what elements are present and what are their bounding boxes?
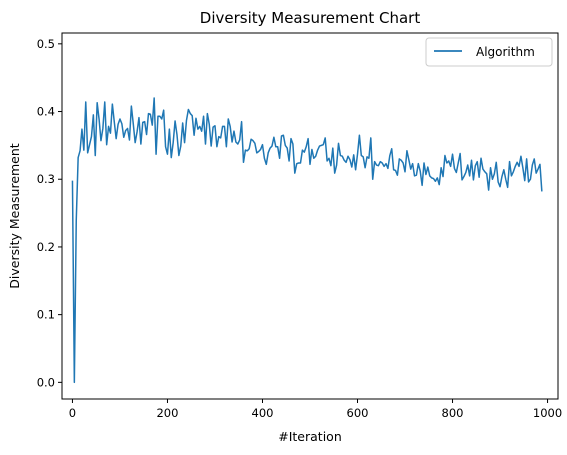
y-tick-label: 0.4 bbox=[37, 105, 55, 119]
y-axis-label: Diversity Measurement bbox=[7, 143, 22, 288]
x-axis-label: #Iteration bbox=[278, 429, 342, 444]
x-tick-label: 400 bbox=[252, 406, 274, 420]
y-tick-label: 0.1 bbox=[37, 308, 55, 322]
y-tick-label: 0.3 bbox=[37, 172, 55, 186]
x-tick-label: 800 bbox=[442, 406, 464, 420]
plot-area bbox=[62, 33, 558, 399]
y-tick-label: 0.2 bbox=[37, 240, 55, 254]
x-tick-label: 0 bbox=[69, 406, 76, 420]
axes-frame bbox=[61, 32, 559, 400]
x-tick-label: 600 bbox=[347, 406, 369, 420]
ticks-layer: 0 200 400 600 800 1000 0.0 0.1 0.2 0.3 0.4 0.5 bbox=[37, 37, 562, 420]
y-tick-label: 0.5 bbox=[37, 37, 55, 51]
chart-title: Diversity Measurement Chart bbox=[200, 9, 421, 27]
legend-box bbox=[425, 37, 553, 67]
x-tick-label: 200 bbox=[156, 406, 178, 420]
legend: Algorithm bbox=[425, 37, 553, 67]
data-layer bbox=[71, 97, 543, 384]
series-line-0 bbox=[71, 97, 543, 384]
y-tick-label: 0.0 bbox=[37, 375, 55, 389]
legend-label: Algorithm bbox=[476, 45, 535, 59]
x-tick-label: 1000 bbox=[533, 406, 562, 420]
